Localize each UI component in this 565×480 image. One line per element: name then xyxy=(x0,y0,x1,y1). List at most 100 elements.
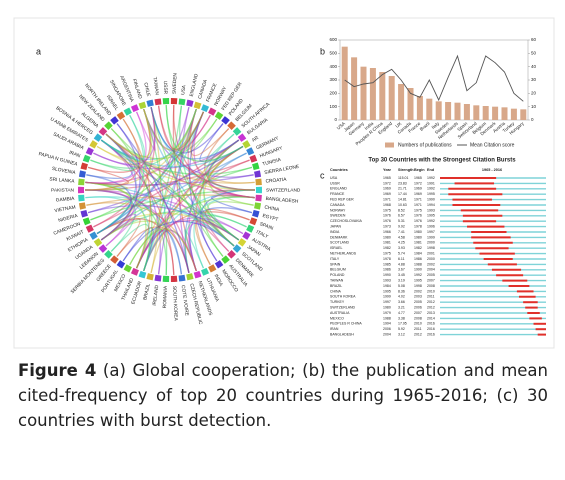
table-cell: 5.08 xyxy=(398,284,405,288)
country-arc xyxy=(123,264,132,273)
table-cell: TURKEY xyxy=(330,300,345,304)
chord xyxy=(93,106,156,166)
country-label: BRAZIL xyxy=(142,283,152,301)
table-cell: 1990 xyxy=(414,268,422,272)
table-cell: DENMARK xyxy=(330,235,348,239)
x-tick-label: UK xyxy=(394,121,402,129)
table-cell: ITALY xyxy=(330,257,340,261)
country-arc xyxy=(208,107,217,116)
country-arc xyxy=(255,178,262,186)
table-cell: 1971 xyxy=(414,203,422,207)
y-tick-label: 400 xyxy=(329,64,337,69)
country-arc xyxy=(162,275,170,282)
table-cell: 1972 xyxy=(414,181,422,185)
table-cell: 3.66 xyxy=(398,300,405,304)
y2-tick-label: 40 xyxy=(531,64,537,69)
chord xyxy=(129,196,255,266)
table-cell: 2006 xyxy=(383,327,391,331)
chord xyxy=(189,108,255,184)
table-cell: 4.88 xyxy=(398,262,405,266)
country-arc xyxy=(193,270,202,279)
table-cell: 1975 xyxy=(383,252,391,256)
table-cell: SWEDEN xyxy=(330,214,346,218)
chord xyxy=(188,222,235,272)
column-header: Countries xyxy=(330,168,348,172)
chord xyxy=(96,145,256,191)
chord xyxy=(100,217,141,257)
country-arc xyxy=(186,99,194,107)
country-arc xyxy=(138,101,147,110)
chord xyxy=(96,218,175,275)
table-cell: 1976 xyxy=(383,214,391,218)
table-cell: 1968 xyxy=(383,203,391,207)
table-cell: SCOTLAND xyxy=(330,241,350,245)
table-cell: 1996 xyxy=(427,225,435,229)
country-arc xyxy=(178,274,186,282)
chord xyxy=(203,145,244,247)
table-cell: 1976 xyxy=(383,219,391,223)
chord xyxy=(116,123,190,274)
chord xyxy=(202,133,240,241)
table-cell: 1992 xyxy=(427,187,435,191)
chord xyxy=(135,159,250,269)
chord xyxy=(211,195,255,214)
chord xyxy=(143,229,197,272)
table-cell: 1966 xyxy=(383,230,391,234)
chord xyxy=(87,145,244,214)
country-arc xyxy=(214,260,224,269)
chord xyxy=(189,207,253,272)
table-cell: 1990 xyxy=(427,198,435,202)
table-cell: BELGIUM xyxy=(330,268,346,272)
chords xyxy=(84,105,256,275)
bar xyxy=(501,107,508,120)
country-label: VIETNAM xyxy=(54,204,76,214)
table-cell: 2016 xyxy=(427,327,435,331)
table-cell: 1980 xyxy=(414,235,422,239)
table-cell: 1992 xyxy=(427,219,435,223)
table-cell: 1969 xyxy=(383,187,391,191)
table-cell: JAPAN xyxy=(330,225,341,229)
chord xyxy=(86,174,132,235)
country-arc xyxy=(98,244,108,253)
table-cell: INDIA xyxy=(330,230,340,234)
chord xyxy=(194,219,240,266)
table-cell: SOUTH KOREA xyxy=(330,295,356,299)
country-arc xyxy=(254,170,262,178)
country-label: CHINA xyxy=(264,204,281,213)
chord xyxy=(122,227,154,272)
country-arc xyxy=(221,255,230,264)
table-cell: TAIWAN xyxy=(330,279,344,283)
chord xyxy=(143,108,197,151)
chord xyxy=(212,189,256,199)
table-cell: CZECHOSLOVAKIA xyxy=(330,219,362,223)
table-cell: 2010 xyxy=(414,322,422,326)
chord xyxy=(204,128,256,191)
table-cell: 2000 xyxy=(427,257,435,261)
country-arc xyxy=(162,98,170,105)
caption-label: Figure 4 xyxy=(18,361,97,380)
country-arc xyxy=(237,133,247,142)
table-cell: 1988 xyxy=(383,316,391,320)
chord xyxy=(143,108,254,178)
country-label: SOUTH KOREA xyxy=(171,286,179,322)
chord xyxy=(129,228,197,272)
table-cell: 1993 xyxy=(427,208,435,212)
country-arc xyxy=(130,104,139,113)
country-label: SRI LANKA xyxy=(49,176,75,184)
table-cell: NETHERLANDS xyxy=(330,252,357,256)
table-cell: 2014 xyxy=(427,316,435,320)
table-cell: 2005 xyxy=(414,300,422,304)
country-arc xyxy=(249,217,258,226)
table-cell: CHINA xyxy=(330,289,342,293)
country-arc xyxy=(82,217,91,226)
chord xyxy=(199,139,240,257)
chord xyxy=(135,217,244,269)
chord xyxy=(110,128,153,272)
chord xyxy=(193,111,255,199)
table-cell: 1990 xyxy=(383,273,391,277)
country-label: SLOVENIA xyxy=(51,166,76,176)
chord xyxy=(85,174,254,186)
table-cell: 4.77 xyxy=(398,311,405,315)
country-label: GAMBIA xyxy=(56,196,76,204)
table-cell: ENGLAND xyxy=(330,187,347,191)
